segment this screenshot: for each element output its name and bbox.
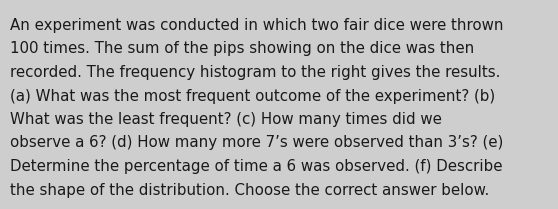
Text: An experiment was conducted in which two fair dice were thrown: An experiment was conducted in which two… — [10, 18, 503, 33]
Text: 100 times. The sum of the pips showing on the dice was then: 100 times. The sum of the pips showing o… — [10, 42, 474, 56]
Text: observe a 6? (d) How many more 7’s were observed than 3’s? (e): observe a 6? (d) How many more 7’s were … — [10, 135, 503, 150]
Text: Determine the percentage of time a 6 was observed. (f) Describe: Determine the percentage of time a 6 was… — [10, 159, 503, 174]
Text: (a) What was the most frequent outcome of the experiment? (b): (a) What was the most frequent outcome o… — [10, 88, 496, 103]
Text: the shape of the distribution. Choose the correct answer below.: the shape of the distribution. Choose th… — [10, 182, 489, 198]
Text: recorded. The frequency histogram to the right gives the results.: recorded. The frequency histogram to the… — [10, 65, 501, 80]
Text: What was the least frequent? (c) How many times did we: What was the least frequent? (c) How man… — [10, 112, 442, 127]
